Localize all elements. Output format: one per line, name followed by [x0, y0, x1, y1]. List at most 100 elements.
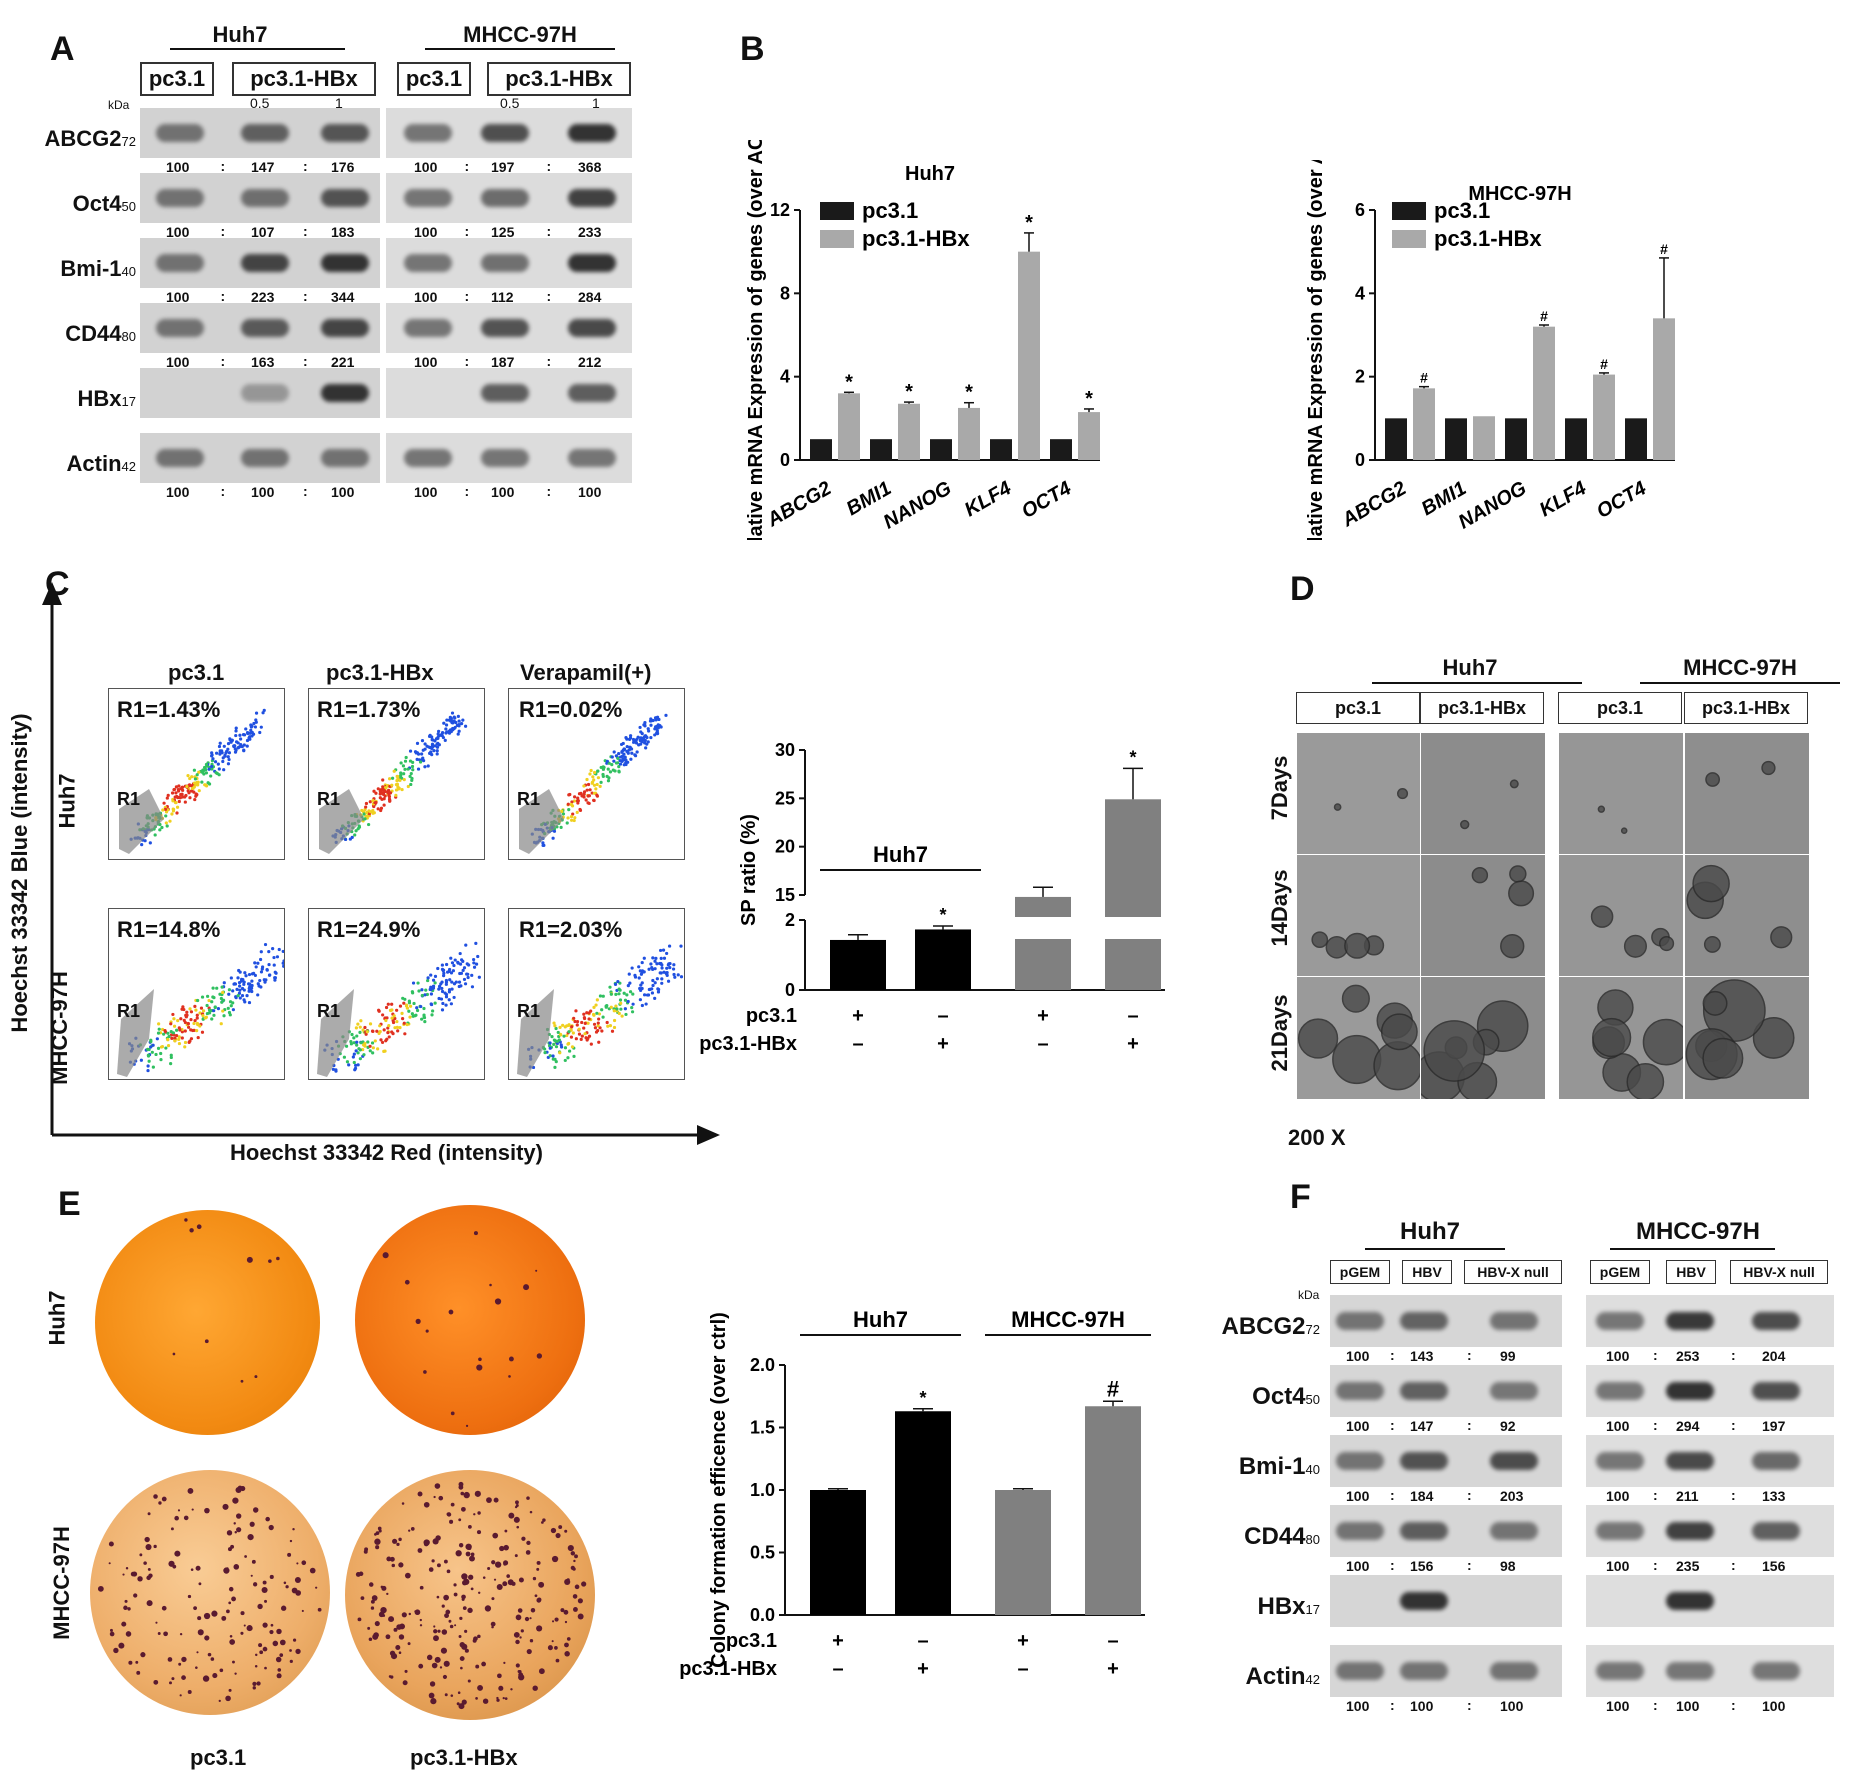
- quant-separator: :: [221, 483, 226, 499]
- event-dot: [171, 1013, 174, 1016]
- colony: [424, 1539, 430, 1545]
- event-dot: [608, 986, 611, 989]
- y-tick-label: 12: [770, 200, 790, 220]
- axis-break-gap: [1103, 917, 1163, 939]
- event-dot: [451, 711, 454, 714]
- event-dot: [600, 1029, 603, 1032]
- r1-value: R1=0.02%: [519, 697, 622, 723]
- colony: [121, 1622, 126, 1627]
- colony: [184, 1516, 189, 1521]
- event-dot: [220, 1022, 223, 1025]
- lane-label: pc3.1-HBx: [487, 62, 631, 96]
- bar: [1625, 418, 1647, 460]
- protein-band: [481, 449, 529, 467]
- colony: [504, 1530, 507, 1533]
- event-dot: [597, 1024, 600, 1027]
- event-dot: [660, 957, 663, 960]
- sphere: [1703, 992, 1726, 1015]
- event-dot: [234, 729, 237, 732]
- event-dot: [403, 778, 406, 781]
- colony: [145, 1544, 151, 1550]
- event-dot: [561, 1024, 564, 1027]
- event-dot: [221, 760, 224, 763]
- colony: [280, 1640, 286, 1646]
- event-dot: [362, 1053, 365, 1056]
- event-dot: [440, 987, 443, 990]
- bar: [1105, 799, 1161, 990]
- colony: [533, 1577, 536, 1580]
- event-dot: [587, 1011, 590, 1014]
- colony: [169, 1681, 172, 1684]
- event-dot: [459, 952, 462, 955]
- event-dot: [400, 1012, 403, 1015]
- event-dot: [597, 1021, 600, 1024]
- colony: [163, 1631, 168, 1636]
- colony: [361, 1596, 365, 1600]
- event-dot: [355, 1034, 358, 1037]
- colony: [293, 1590, 296, 1593]
- event-dot: [551, 1054, 554, 1057]
- quant-separator: :: [1467, 1697, 1472, 1713]
- col-title: pc3.1-HBx: [326, 660, 434, 686]
- event-dot: [361, 1028, 364, 1031]
- event-dot: [442, 974, 445, 977]
- colony: [508, 1375, 511, 1378]
- blot-strip: [386, 173, 632, 223]
- condition-sign: –: [852, 1033, 863, 1055]
- event-dot: [247, 736, 250, 739]
- row-title-mhcc: MHCC-97H: [47, 968, 73, 1088]
- event-dot: [660, 725, 663, 728]
- kda-label: kDa: [1298, 1288, 1319, 1302]
- colony: [136, 1671, 140, 1675]
- event-dot: [173, 788, 176, 791]
- event-dot: [643, 735, 646, 738]
- event-dot: [583, 1017, 586, 1020]
- colony: [184, 1218, 187, 1221]
- event-dot: [430, 992, 433, 995]
- sphere: [1333, 1036, 1381, 1084]
- event-dot: [461, 719, 464, 722]
- protein-band: [404, 254, 452, 272]
- quant-separator: :: [1653, 1697, 1658, 1713]
- colony: [235, 1487, 241, 1493]
- colony: [453, 1583, 456, 1586]
- event-dot: [188, 783, 191, 786]
- colony: [269, 1630, 273, 1634]
- event-dot: [409, 783, 412, 786]
- lane-label: pc3.1-HBx: [1420, 692, 1544, 724]
- event-dot: [249, 732, 252, 735]
- event-dot: [383, 1050, 386, 1053]
- event-dot: [147, 1054, 150, 1057]
- y-tick-label: 20: [775, 837, 795, 857]
- event-dot: [619, 1008, 622, 1011]
- colony: [458, 1703, 464, 1709]
- lane-label: pc3.1: [1296, 692, 1420, 724]
- event-dot: [175, 811, 178, 814]
- colony: [148, 1568, 151, 1571]
- event-dot: [457, 724, 460, 727]
- event-dot: [613, 750, 616, 753]
- event-dot: [384, 794, 387, 797]
- colony: [530, 1511, 533, 1514]
- quant-value: 99: [1500, 1348, 1516, 1364]
- colony: [371, 1600, 375, 1604]
- event-dot: [157, 1022, 160, 1025]
- protein-band: [1336, 1522, 1384, 1540]
- event-dot: [215, 752, 218, 755]
- event-dot: [188, 1041, 191, 1044]
- event-dot: [445, 993, 448, 996]
- event-dot: [171, 791, 174, 794]
- quant-value: 100: [1606, 1488, 1629, 1504]
- colony: [110, 1632, 115, 1637]
- event-dot: [614, 993, 617, 996]
- group-label-huh7: Huh7: [140, 22, 340, 48]
- quant-separator: :: [1390, 1487, 1395, 1503]
- colony: [197, 1616, 201, 1620]
- event-dot: [611, 1030, 614, 1033]
- quant-separator: :: [1731, 1417, 1736, 1433]
- colony: [122, 1574, 124, 1576]
- event-dot: [654, 957, 657, 960]
- event-dot: [463, 978, 466, 981]
- event-dot: [412, 981, 415, 984]
- condition-sign: +: [832, 1630, 844, 1652]
